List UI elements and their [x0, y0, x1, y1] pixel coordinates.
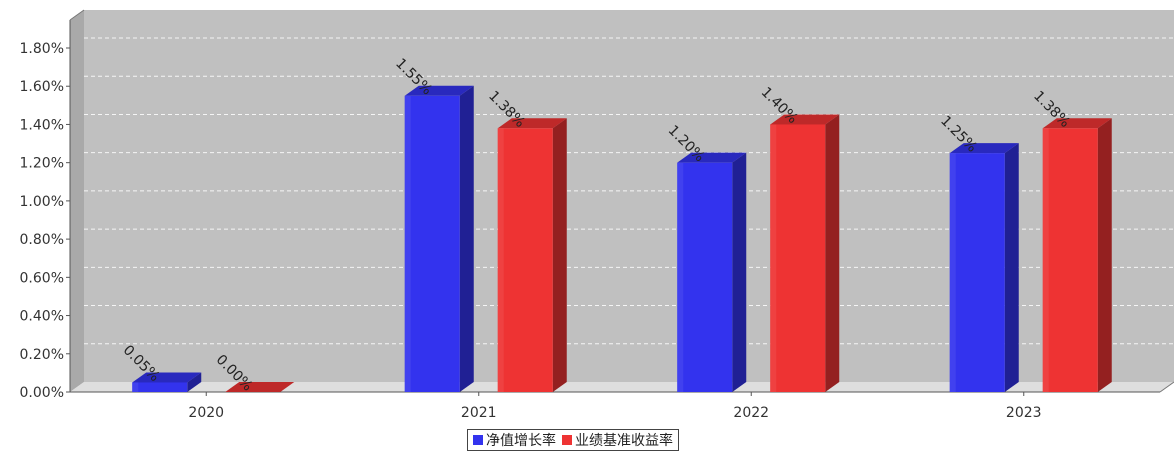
y-tick-label: 1.20% [20, 156, 64, 172]
bar-side [187, 372, 202, 392]
y-tick-label: 1.00% [20, 194, 64, 210]
legend-label-series-1: 净值增长率 [486, 433, 556, 449]
bar [770, 124, 826, 392]
y-tick-label: 0.20% [20, 347, 64, 363]
bar-side [825, 114, 840, 392]
bar-top [677, 152, 747, 163]
x-tick-label: 2021 [461, 405, 497, 421]
bar-highlight [770, 124, 777, 392]
bar-side [1004, 143, 1019, 392]
legend-item-series-1: 净值增长率 [473, 430, 556, 450]
legend-item-series-2: 业绩基准收益率 [562, 430, 673, 450]
bar-side [459, 85, 474, 393]
bar-highlight [404, 95, 411, 393]
bar-side [732, 152, 747, 392]
bar-top [770, 114, 840, 125]
y-tick-label: 0.60% [20, 270, 64, 286]
plot-back-wall [84, 10, 1174, 382]
bar [677, 162, 733, 392]
y-tick-label: 1.80% [20, 41, 64, 57]
legend-swatch-series-1 [473, 435, 483, 445]
bar-top [404, 85, 474, 96]
x-axis-depth [1159, 381, 1174, 393]
y-tick-label: 0.00% [20, 385, 64, 401]
bar [497, 128, 553, 392]
bar [132, 382, 188, 392]
bar-highlight [949, 153, 956, 392]
bar-top [497, 118, 567, 129]
bar-top [949, 143, 1019, 154]
bar [404, 95, 460, 393]
bar-highlight [677, 162, 684, 392]
bar [949, 153, 1005, 392]
x-tick-label: 2022 [733, 405, 769, 421]
legend-swatch-series-2 [562, 435, 572, 445]
bar-highlight [1042, 128, 1049, 392]
x-tick-label: 2023 [1006, 405, 1042, 421]
bar [1042, 128, 1098, 392]
bar-top [132, 372, 202, 383]
y-tick-label: 0.80% [20, 232, 64, 248]
bar-top [1042, 118, 1112, 129]
y-tick-label: 1.40% [20, 117, 64, 133]
bar-side [1097, 118, 1112, 393]
bar-side [552, 118, 567, 393]
x-tick-label: 2020 [188, 405, 224, 421]
bar-highlight [132, 382, 139, 392]
y-axis-depth [69, 9, 85, 21]
bar-highlight [497, 128, 504, 392]
bar-top [225, 382, 295, 392]
legend: 净值增长率 业绩基准收益率 [467, 429, 679, 451]
plot-left-wall [70, 10, 84, 392]
legend-label-series-2: 业绩基准收益率 [575, 433, 673, 449]
y-tick-label: 0.40% [20, 309, 64, 325]
plot-floor [70, 382, 1174, 392]
y-tick-label: 1.60% [20, 79, 64, 95]
